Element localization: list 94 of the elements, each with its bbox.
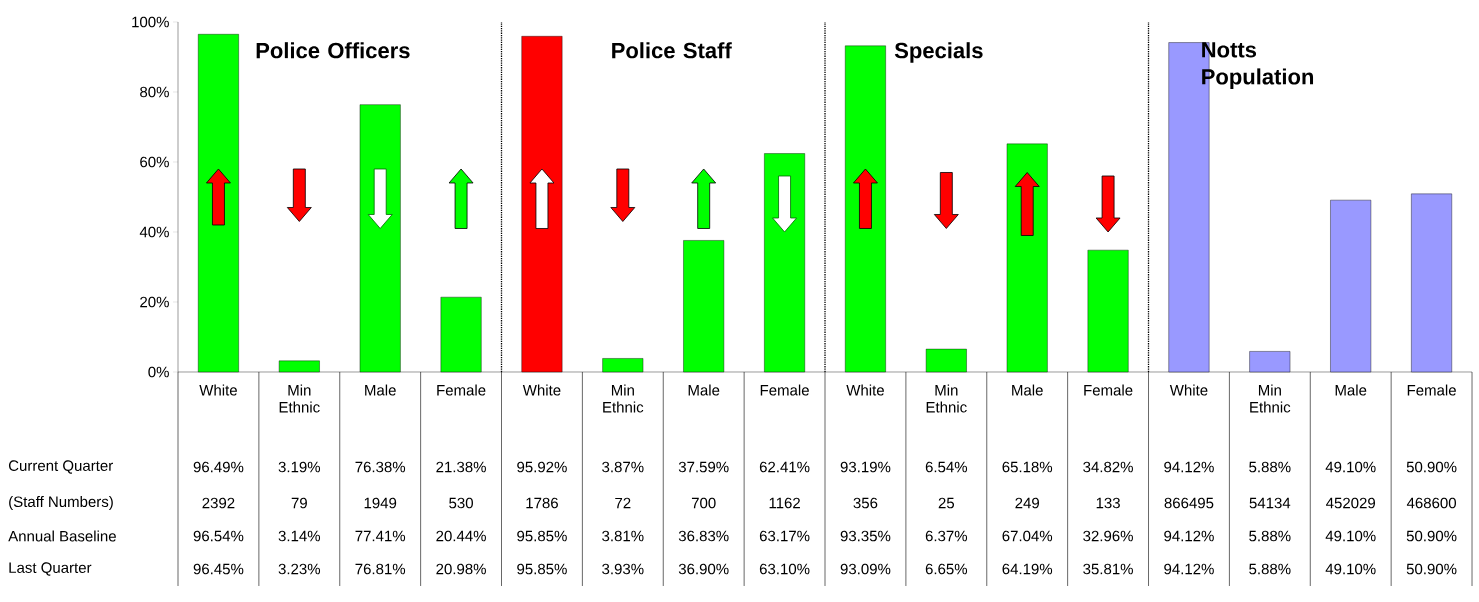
text: 94.12%	[1164, 530, 1214, 542]
text: 94.12%	[1164, 563, 1214, 575]
y-tick-label: 100%	[132, 16, 169, 28]
annotation: Police Officers	[256, 42, 410, 59]
x-tick-label: Min Ethnic	[1250, 384, 1291, 413]
y-tick-label: 0%	[148, 366, 169, 378]
text: Current Quarter	[8, 460, 113, 474]
text: 3.14%	[278, 530, 321, 542]
text: 20.44%	[436, 530, 486, 542]
text: 3.93%	[602, 563, 644, 575]
y-tick-label: 20%	[140, 296, 169, 308]
x-tick-label: White	[522, 384, 561, 396]
x-tick-label: Male	[688, 384, 720, 396]
text: 6.65%	[925, 563, 968, 575]
text: 133	[1096, 497, 1120, 509]
text: 3.81%	[602, 530, 644, 542]
text: 36.90%	[678, 563, 729, 575]
data-label: 65.18%	[1002, 461, 1053, 473]
data-label: 21.38%	[436, 461, 486, 473]
x-tick-label: White	[1169, 384, 1208, 396]
text: 36.83%	[678, 530, 729, 542]
data-label: 93.19%	[840, 461, 891, 473]
x-tick-label: Min Ethnic	[926, 384, 967, 413]
y-tick-label: 40%	[139, 226, 169, 238]
x-tick-label: Female	[1084, 384, 1133, 396]
data-label: 3.87%	[602, 461, 644, 473]
x-tick-label: Male	[1012, 384, 1043, 396]
text: 530	[449, 497, 473, 509]
text: 25	[938, 497, 955, 509]
text: 67.04%	[1002, 530, 1053, 542]
x-tick-label: Female	[437, 384, 486, 396]
text: 93.35%	[840, 530, 891, 542]
y-tick-label: 80%	[140, 86, 169, 98]
text: 356	[853, 497, 878, 509]
text: 96.45%	[193, 563, 244, 575]
annotation: Police Staff	[612, 42, 732, 59]
data-label: 49.10%	[1325, 461, 1376, 473]
text: 1949	[364, 497, 397, 509]
text: 96.54%	[193, 530, 244, 542]
x-tick-label: Min Ethnic	[603, 384, 644, 413]
text: 49.10%	[1325, 563, 1376, 575]
text: 2392	[202, 497, 235, 509]
text: 20.98%	[436, 563, 486, 575]
text: 54134	[1249, 497, 1291, 509]
y-tick-label: 60%	[140, 156, 169, 168]
text: 700	[691, 497, 716, 509]
data-label: 62.41%	[759, 461, 810, 473]
text: 63.10%	[759, 563, 810, 575]
text: 3.23%	[278, 563, 321, 575]
annotation: Notts Population	[1202, 42, 1314, 89]
data-label: 5.88%	[1249, 461, 1291, 473]
data-label: 34.82%	[1083, 461, 1133, 473]
text: 6.37%	[925, 530, 968, 542]
text: 63.17%	[759, 530, 810, 542]
text: 50.90%	[1406, 530, 1457, 542]
text: 64.19%	[1002, 563, 1053, 575]
text: 452029	[1326, 497, 1376, 509]
text: 5.88%	[1249, 530, 1291, 542]
text: 76.81%	[355, 563, 406, 575]
text: 5.88%	[1249, 563, 1291, 575]
x-tick-label: Female	[760, 384, 809, 396]
text: (Staff Numbers)	[9, 496, 113, 510]
text: 866495	[1164, 497, 1214, 509]
data-label: 76.38%	[355, 461, 406, 473]
text: 93.09%	[840, 563, 891, 575]
data-label: 95.92%	[517, 461, 567, 473]
text: 35.81%	[1083, 563, 1133, 575]
text: 95.85%	[517, 530, 567, 542]
x-tick-label: Female	[1407, 384, 1456, 396]
text: 468600	[1406, 497, 1456, 509]
data-label: 50.90%	[1406, 461, 1457, 473]
text: 49.10%	[1325, 530, 1376, 542]
annotation: Specials	[894, 42, 983, 63]
x-tick-label: White	[199, 384, 237, 396]
text: 95.85%	[517, 563, 567, 575]
data-label: 94.12%	[1164, 461, 1214, 473]
x-tick-label: Min Ethnic	[279, 384, 320, 413]
text: 79	[291, 497, 307, 509]
text: 249	[1015, 497, 1039, 509]
text: Annual Baseline	[8, 530, 116, 542]
text: 50.90%	[1406, 563, 1457, 575]
text: 1786	[526, 497, 558, 509]
x-tick-label: Male	[1335, 384, 1367, 396]
x-tick-label: Male	[365, 384, 396, 396]
text: 72	[615, 497, 631, 509]
data-label: 6.54%	[925, 461, 968, 473]
x-tick-label: White	[846, 384, 884, 396]
text: 32.96%	[1083, 530, 1133, 542]
text: 1162	[769, 497, 800, 509]
text: 77.41%	[355, 530, 406, 542]
data-label: 96.49%	[193, 461, 244, 473]
data-label: 37.59%	[678, 461, 729, 473]
data-label: 3.19%	[278, 461, 321, 473]
text: Last Quarter	[9, 562, 92, 576]
